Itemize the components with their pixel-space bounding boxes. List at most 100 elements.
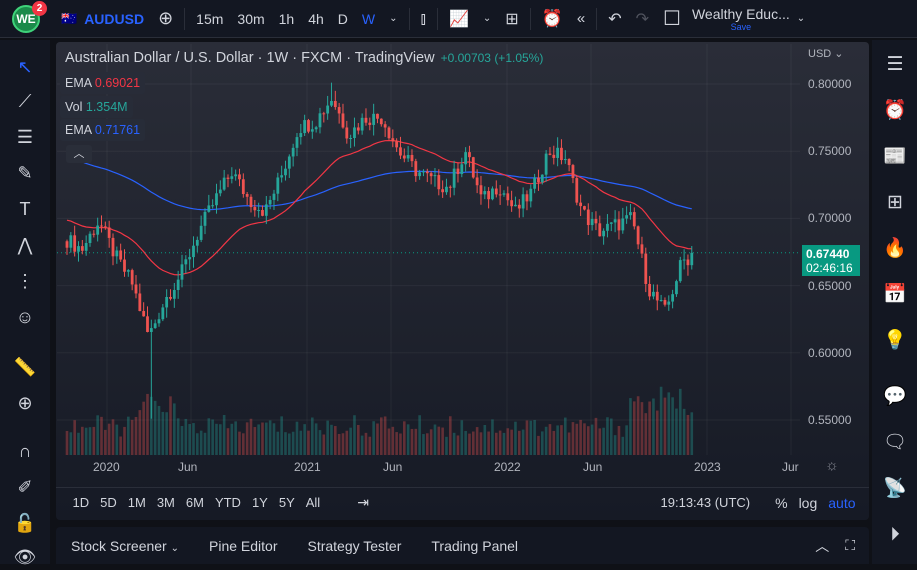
trend-line-icon[interactable]: ⟋	[18, 91, 32, 111]
tab-trading-panel[interactable]: Trading Panel	[431, 537, 519, 554]
compare-add-icon[interactable]: ⊕	[158, 8, 174, 28]
collapse-panel-chevron-up-icon[interactable]: ︿	[815, 537, 830, 554]
watchlist-icon[interactable]: ☰	[886, 54, 904, 75]
news-icon[interactable]: 📰	[883, 146, 907, 167]
range-5d[interactable]: 5D	[100, 495, 117, 510]
chart-pane[interactable]	[56, 42, 869, 520]
indicator-ema-slow[interactable]: EMA 0.71761	[60, 119, 146, 141]
interval-30m[interactable]: 30m	[237, 10, 265, 27]
chevron-down-icon[interactable]: ⌄	[389, 13, 398, 24]
auto-scale-toggle[interactable]: auto	[828, 494, 856, 511]
alert-clock-icon[interactable]: ⏰	[541, 8, 563, 28]
candles-chart-type-icon[interactable]: ⫾	[420, 8, 426, 28]
range-1y[interactable]: 1Y	[251, 495, 268, 510]
zoom-in-icon[interactable]: ⊕	[17, 393, 33, 413]
candle-body	[172, 289, 176, 299]
tab-pine-editor[interactable]: Pine Editor	[209, 537, 278, 554]
ideas-bulb-icon[interactable]: 💡	[883, 330, 907, 351]
hotlists-flame-icon[interactable]: 🔥	[883, 238, 907, 259]
range-5y[interactable]: 5Y	[278, 495, 295, 510]
candle-body	[264, 204, 268, 216]
candle-body	[613, 219, 617, 223]
currency-selector[interactable]: USD ⌄	[808, 48, 844, 60]
range-1d[interactable]: 1D	[72, 495, 90, 510]
candle-body	[441, 189, 445, 193]
volume-bar	[318, 430, 322, 455]
interval-d[interactable]: D	[337, 10, 348, 27]
candle-body	[376, 113, 379, 119]
user-avatar[interactable]: WE 2	[12, 0, 47, 33]
settings-sun-icon[interactable]: ☼	[825, 457, 839, 474]
volume-bar	[207, 418, 211, 455]
volume-bar	[265, 422, 268, 455]
save-button[interactable]: Save	[730, 21, 752, 32]
range-ytd[interactable]: YTD	[214, 495, 241, 510]
brush-icon[interactable]: ✎	[17, 163, 33, 183]
maximize-panel-icon[interactable]: ⛶	[845, 537, 855, 553]
lock-drawings-icon[interactable]: ✐	[17, 477, 33, 497]
range-6m[interactable]: 6M	[185, 495, 204, 510]
candle-body	[379, 118, 383, 125]
range-1m[interactable]: 1M	[127, 495, 146, 510]
candle-body	[652, 291, 655, 297]
percent-scale-toggle[interactable]: %	[775, 494, 788, 511]
interval-w[interactable]: W	[361, 10, 376, 27]
indicator-value: 0.71761	[94, 123, 141, 137]
text-icon[interactable]: T	[19, 199, 31, 219]
range-3m[interactable]: 3M	[156, 495, 175, 510]
fib-lines-icon[interactable]: ☰	[16, 127, 34, 147]
candle-body	[510, 200, 514, 207]
chevron-down-icon[interactable]: ⌄	[796, 13, 806, 24]
range-all[interactable]: All	[305, 495, 321, 510]
interval-15m[interactable]: 15m	[196, 10, 224, 27]
comment-icon[interactable]: 🗨	[882, 432, 908, 453]
redo-icon[interactable]: ↷	[635, 10, 650, 28]
date-range-calendar-icon[interactable]: ⇥	[357, 494, 369, 510]
prediction-icon[interactable]: ⋮	[16, 271, 34, 291]
lock-icon[interactable]: 🔓	[13, 513, 37, 533]
chats-icon[interactable]: 💬	[883, 386, 907, 407]
templates-grid-icon[interactable]: ⊞	[505, 10, 519, 28]
candle-body	[567, 158, 571, 166]
volume-bar	[360, 435, 364, 455]
tab-stock-screener[interactable]: Stock Screener ⌄	[56, 538, 194, 554]
candle-body	[115, 250, 119, 257]
symbol-search-button[interactable]: AUDUSD	[84, 10, 145, 27]
indicator-volume[interactable]: Vol 1.354M	[60, 96, 133, 118]
clock-timezone[interactable]: 19:13:43 (UTC)	[660, 495, 751, 510]
candle-body	[207, 205, 211, 212]
magnet-icon[interactable]: ∩	[18, 441, 32, 461]
candle-body	[663, 300, 667, 305]
collapse-legend-chevron-up-icon[interactable]: ︿	[66, 145, 92, 163]
interval-4h[interactable]: 4h	[308, 10, 324, 27]
replay-icon[interactable]: «	[576, 10, 586, 27]
streams-icon[interactable]: 📡	[883, 478, 907, 499]
ruler-icon[interactable]: 📏	[13, 357, 37, 377]
cursor-icon[interactable]: ↖	[17, 57, 33, 77]
bottom-panel-tabs: Stock Screener ⌄ Pine Editor Strategy Te…	[56, 527, 869, 564]
candle-body	[192, 245, 195, 258]
emoji-icon[interactable]: ☺	[15, 307, 35, 327]
tab-strategy-tester[interactable]: Strategy Tester	[307, 537, 402, 554]
volume-bar	[441, 427, 444, 455]
candle-body	[544, 153, 548, 175]
volume-bar	[644, 413, 648, 455]
volume-bar	[514, 421, 517, 455]
indicator-ema-fast[interactable]: EMA 0.69021	[60, 72, 146, 94]
undo-icon[interactable]: ↶	[608, 10, 622, 28]
chevron-down-icon[interactable]: ⌄	[482, 13, 492, 24]
indicators-icon[interactable]: 📈	[448, 10, 469, 28]
layout-name-button[interactable]: Wealthy Educ... Save	[692, 6, 790, 32]
pattern-icon[interactable]: ⋀	[17, 235, 33, 255]
calendar-icon[interactable]: 📅	[883, 284, 907, 305]
candle-body	[475, 177, 479, 186]
alerts-icon[interactable]: ⏰	[883, 100, 907, 121]
add-list-icon[interactable]: ⊞	[887, 192, 903, 213]
interval-1h[interactable]: 1h	[278, 10, 295, 27]
fullscreen-square-icon[interactable]: ☐	[663, 8, 681, 30]
log-scale-toggle[interactable]: log	[798, 494, 818, 511]
volume-bar	[111, 419, 115, 455]
eye-icon[interactable]: 👁	[13, 547, 37, 567]
play-icon[interactable]: ⏵	[890, 524, 900, 545]
